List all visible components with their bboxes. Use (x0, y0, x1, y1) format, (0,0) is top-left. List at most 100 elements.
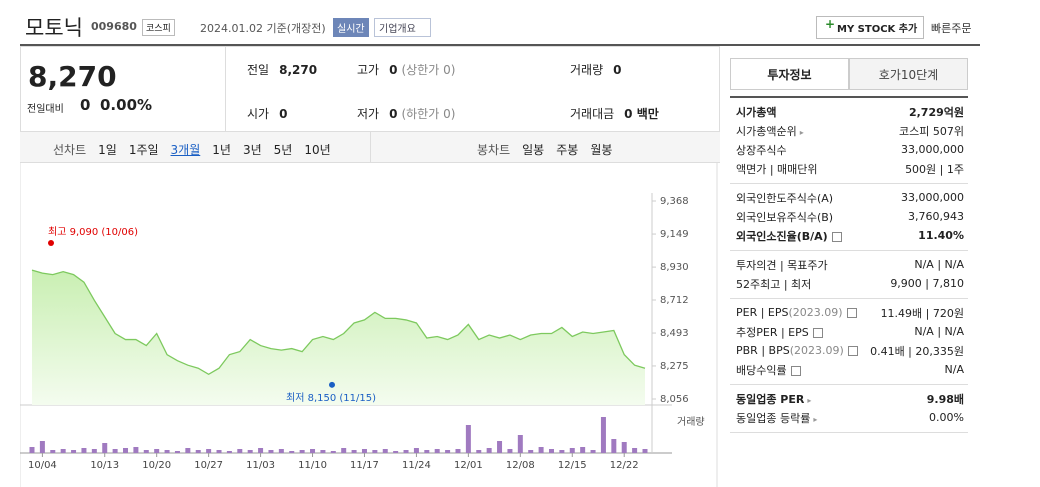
volume-bar (237, 449, 243, 453)
period-tab[interactable]: 3년 (242, 143, 262, 157)
annotation: 최고 9,090 (10/06) (48, 226, 138, 238)
x-tick-label: 10/27 (194, 460, 223, 471)
quote-value: 0 백만 (624, 107, 659, 121)
info-icon[interactable] (790, 365, 801, 376)
volume-bar (372, 450, 378, 453)
info-icon[interactable] (831, 231, 842, 242)
volume-bar (330, 451, 336, 453)
volume-bar (517, 435, 523, 453)
volume-bar (289, 451, 295, 453)
volume-bar (102, 443, 108, 453)
chart: 8,056 8,275 8,493 8,712 8,930 9,149 9,368 거래량 10… (20, 163, 718, 487)
mystock-button[interactable]: MY STOCK 추가 (816, 16, 925, 39)
volume-bar (507, 449, 513, 453)
volume-bar (91, 449, 97, 453)
info-row: 동일업종 등락률 ▸ 0.00% (736, 408, 964, 427)
volume-bar (455, 449, 461, 453)
annotation-dot (48, 239, 54, 246)
header-rule (20, 44, 980, 46)
info-row: 상장주식수 33,000,000 (736, 140, 964, 159)
info-section: 외국인한도주식수(A) 33,000,000 외국인보유주식수(B) 3,760,94… (730, 184, 968, 251)
candle-tab[interactable]: 월봉 (590, 143, 613, 157)
info-value: N/A | N/A (914, 325, 964, 338)
info-row: 외국인보유주식수(B) 3,760,943 (736, 207, 964, 226)
volume-bar (569, 448, 575, 453)
info-label-wrap: 동일업종 등락률 ▸ (736, 410, 817, 426)
info-icon[interactable] (847, 346, 858, 356)
plus-icon: + (825, 17, 836, 31)
y-tick-label: 9,368 (660, 196, 689, 207)
info-value: 11.49배 | 720원 (880, 306, 964, 320)
volume-bar (528, 450, 534, 453)
price-area (32, 270, 645, 405)
quote-label: 고가 (357, 63, 380, 77)
info-label: 동일업종 PER (736, 392, 805, 406)
info-label: PBR | BPS (736, 344, 790, 357)
info-value: 2,729억원 (908, 105, 964, 119)
candle-tab[interactable]: 주봉 (556, 143, 579, 157)
period-tab[interactable]: 1주일 (128, 143, 159, 157)
info-label-wrap: 외국인소진율(B/A) (736, 228, 842, 244)
info-row: PER | EPS(2023.09) 11.49배 | 720원 (736, 303, 964, 322)
arrow-icon: ▸ (799, 127, 804, 137)
info-label: 추정PER | EPS (736, 325, 809, 339)
overview-button[interactable]: 기업개요 (374, 18, 431, 37)
info-note: (2023.09) (788, 306, 843, 319)
quote-note: (하한가 0) (401, 107, 456, 121)
info-panel: 투자정보 호가10단계 시가총액 2,729억원 시가총액순위 ▸ 코스피 507위 상장주… (730, 58, 968, 433)
volume-bar (445, 450, 451, 453)
info-icon[interactable] (812, 327, 823, 338)
quote-value: 0 (389, 107, 398, 121)
period-tab[interactable]: 5년 (273, 143, 293, 157)
x-tick-label: 11/10 (298, 460, 327, 471)
period-tab[interactable]: 10년 (304, 143, 331, 157)
info-label: PER | EPS (736, 306, 789, 319)
info-row: PBR | BPS(2023.09) 0.41배 | 20,335원 (736, 341, 964, 360)
volume-bar (538, 447, 544, 453)
info-tab[interactable]: 투자정보 (730, 58, 849, 90)
period-tab[interactable]: 3개월 (170, 143, 201, 157)
x-tick-label: 10/04 (28, 460, 57, 471)
tab-label: 봉차트 (477, 143, 511, 157)
info-tab[interactable]: 호가10단계 (849, 58, 968, 90)
info-section: 투자의견 | 목표주가 N/A | N/A 52주최고 | 최저 9,900 | 7,… (730, 251, 968, 299)
volume-bar (382, 449, 388, 453)
info-row: 추정PER | EPS N/A | N/A (736, 322, 964, 341)
realtime-badge[interactable]: 실시간 (333, 18, 369, 37)
info-label: 시가총액순위 (736, 124, 797, 138)
period-tab[interactable]: 1일 (98, 143, 117, 157)
info-section: 동일업종 PER ▸ 9.98배 동일업종 등락률 ▸ 0.00% (730, 385, 968, 433)
x-tick-label: 12/08 (506, 460, 535, 471)
volume-bar (123, 448, 129, 453)
volume-bar (580, 447, 586, 453)
volume-bar (548, 449, 554, 453)
volume-bar (29, 447, 35, 453)
x-tick-label: 11/24 (402, 460, 431, 471)
info-label-wrap: 52주최고 | 최저 (736, 276, 811, 292)
tab-divider (370, 132, 371, 163)
quote-cell: 시가 0 (247, 105, 287, 122)
info-label-wrap: 외국인보유주식수(B) (736, 209, 833, 225)
info-row: 액면가 | 매매단위 500원 | 1주 (736, 159, 964, 178)
period-tab[interactable]: 1년 (212, 143, 231, 157)
quick-order[interactable]: 빠른주문 (931, 22, 972, 35)
volume-bar (268, 450, 274, 453)
volume-bar (247, 450, 253, 453)
date: 2024.01.02 기준(개장전) (200, 22, 326, 35)
candle-tab[interactable]: 일봉 (522, 143, 545, 157)
info-row: 52주최고 | 최저 9,900 | 7,810 (736, 274, 964, 293)
volume-bar (50, 450, 56, 453)
info-row: 시가총액순위 ▸ 코스피 507위 (736, 121, 964, 140)
quote-cell: 거래대금 0 백만 (570, 105, 659, 122)
info-label-wrap: PBR | BPS(2023.09) (736, 344, 858, 357)
info-icon[interactable] (846, 308, 857, 318)
x-tick-label: 12/22 (610, 460, 639, 471)
volume-bar (341, 448, 347, 453)
info-label-wrap: 동일업종 PER ▸ (736, 391, 811, 407)
arrow-icon: ▸ (813, 414, 818, 424)
y-tick-label: 8,493 (660, 328, 689, 339)
quote-cell: 거래량 0 (570, 61, 621, 78)
quote-label: 거래량 (570, 63, 604, 77)
price: 8,270 (28, 60, 117, 93)
